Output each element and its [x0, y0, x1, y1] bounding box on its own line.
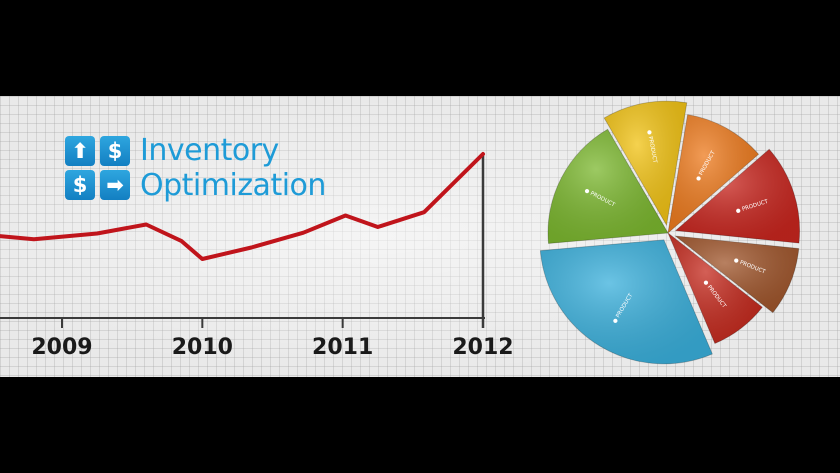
pie-slice-shading	[548, 129, 668, 244]
pie-slice-shading	[675, 149, 800, 244]
pie-slice-shading	[675, 235, 799, 313]
dollar-glyph: $	[72, 173, 88, 197]
title-line-2: Optimization	[140, 168, 326, 203]
x-tick-label: 2012	[452, 335, 513, 360]
right-arrow-icon: ➡	[100, 170, 130, 200]
pie-slice-shading	[668, 233, 763, 344]
right-arrow-glyph: ➡	[106, 173, 124, 197]
pie-slice-shading	[604, 101, 687, 226]
pie-slice-shading	[540, 239, 713, 364]
pie-slice-shading	[668, 114, 759, 233]
dollar-icon: $	[65, 170, 95, 200]
banner: ⬆ $ $ ➡ Inventory Optimization 2009 2010 2…	[0, 96, 840, 377]
x-tick-label: 2011	[312, 335, 373, 360]
title-line-1: Inventory	[140, 133, 279, 168]
line-chart: 2009 2010 2011 2012	[0, 152, 514, 360]
series-line	[0, 152, 485, 261]
up-arrow-glyph: ⬆	[71, 139, 89, 163]
pie-chart: ● PRODUCT● PRODUCT● PRODUCT● PRODUCT● PR…	[539, 100, 800, 365]
dollar-icon: $	[100, 136, 130, 166]
x-tick-label: 2010	[172, 335, 233, 360]
dollar-glyph: $	[107, 139, 123, 163]
x-tick-label: 2009	[31, 335, 92, 360]
up-arrow-icon: ⬆	[65, 136, 95, 166]
